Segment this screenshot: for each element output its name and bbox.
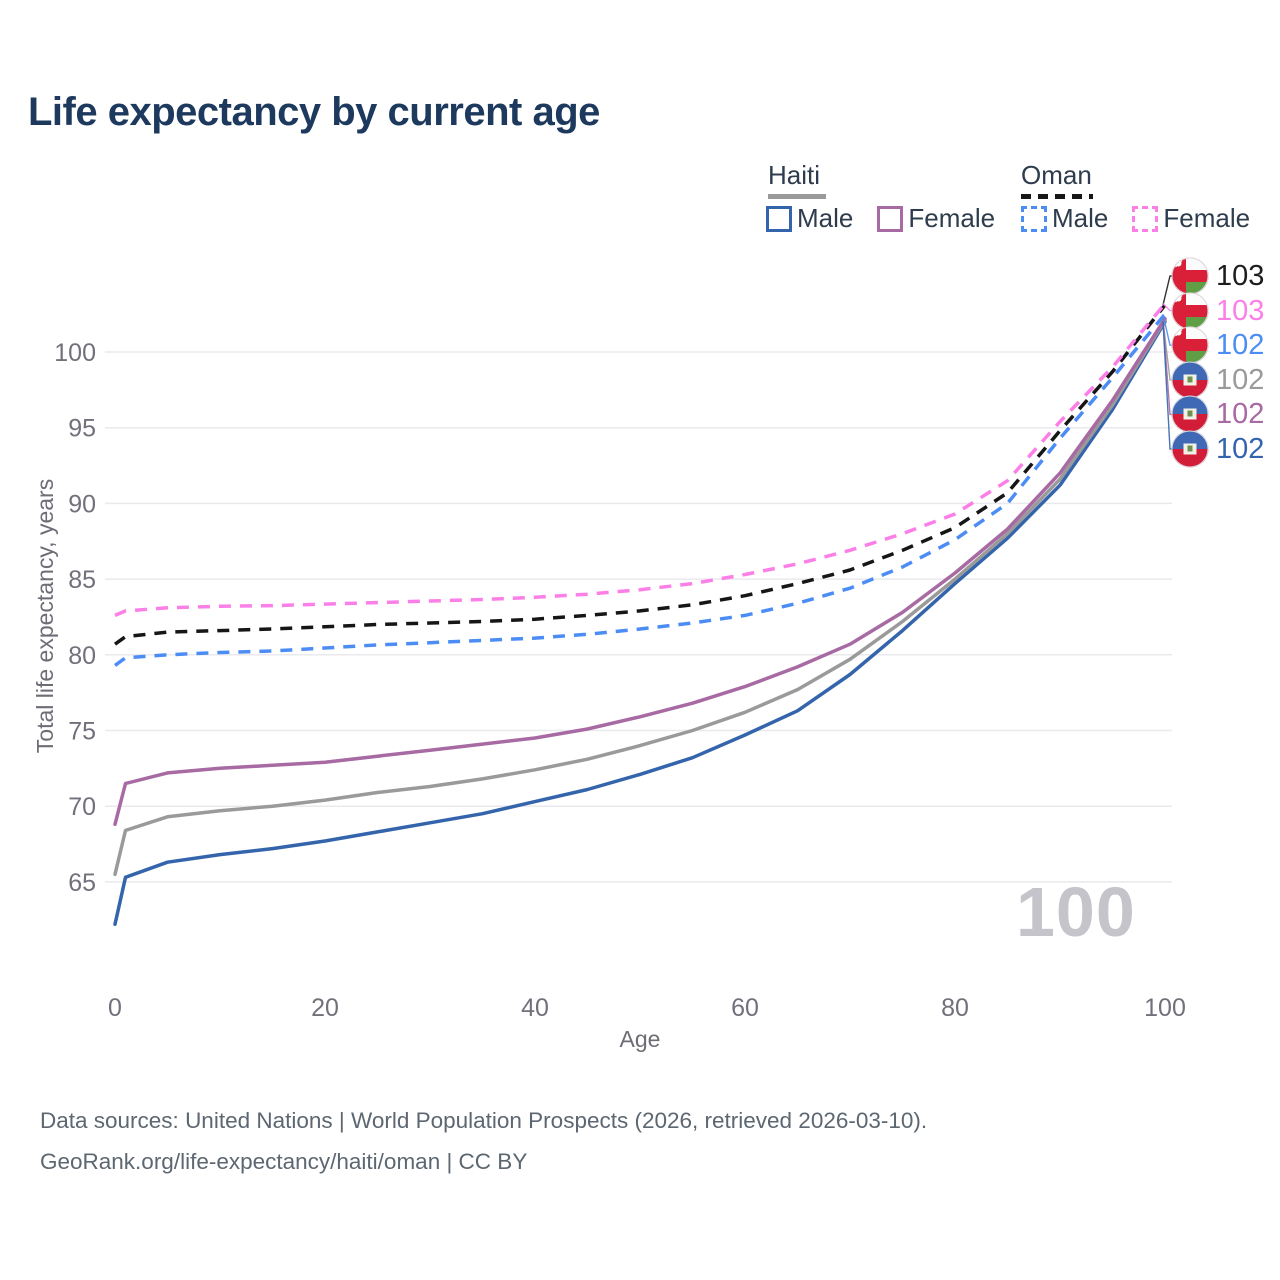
y-tick-label-65: 65 (68, 869, 96, 897)
x-tick-label-40: 40 (521, 994, 549, 1022)
x-tick-label-0: 0 (108, 994, 122, 1022)
series-line-haiti_male[interactable] (113, 319, 1167, 927)
x-tick-label-100: 100 (1144, 994, 1186, 1022)
series-line-oman_female[interactable] (114, 302, 1167, 618)
y-tick-label-70: 70 (68, 793, 96, 821)
legend-oman-line-swatch (1021, 194, 1093, 199)
y-tick-label-80: 80 (68, 642, 96, 670)
y-tick-label-90: 90 (68, 490, 96, 518)
y-tick-label-75: 75 (68, 718, 96, 746)
legend-items-haiti: Male Female (766, 203, 1019, 234)
footer-sources: Data sources: United Nations | World Pop… (40, 1108, 928, 1133)
legend-country-haiti[interactable]: Haiti (768, 160, 821, 190)
legend-country-oman[interactable]: Oman (1021, 160, 1092, 190)
x-tick-label-20: 20 (311, 994, 339, 1022)
oman-male-swatch-icon (1021, 205, 1047, 232)
legend-item-haiti-male[interactable]: Male (766, 203, 853, 234)
age-watermark: 100 (1016, 873, 1136, 951)
legend-item-oman-female[interactable]: Female (1132, 203, 1250, 234)
series-line-haiti_female[interactable] (113, 316, 1167, 827)
legend-item-oman-male[interactable]: Male (1021, 203, 1108, 234)
x-axis-title: Age (619, 1026, 661, 1052)
haiti-male-swatch-icon (766, 205, 792, 232)
leader-line-oman_all (1162, 275, 1176, 306)
legend-haiti-line-swatch (768, 194, 826, 199)
series-line-oman_all[interactable] (113, 304, 1167, 646)
x-tick-label-60: 60 (731, 994, 759, 1022)
legend-item-haiti-female[interactable]: Female (877, 203, 995, 234)
series-line-haiti_all[interactable] (113, 318, 1167, 877)
legend-items-oman: Male Female (1021, 203, 1274, 234)
footer-attribution: GeoRank.org/life-expectancy/haiti/oman |… (40, 1149, 528, 1174)
page-title: Life expectancy by current age (28, 90, 600, 134)
y-tick-label-85: 85 (68, 566, 96, 594)
oman-female-swatch-icon (1132, 205, 1159, 232)
x-tick-label-80: 80 (941, 994, 969, 1022)
haiti-female-swatch-icon (877, 205, 904, 232)
y-tick-label-95: 95 (68, 415, 96, 443)
y-axis-title: Total life expectancy, years (32, 478, 58, 754)
y-tick-label-100: 100 (54, 339, 96, 367)
series-line-oman_male[interactable] (113, 313, 1167, 667)
